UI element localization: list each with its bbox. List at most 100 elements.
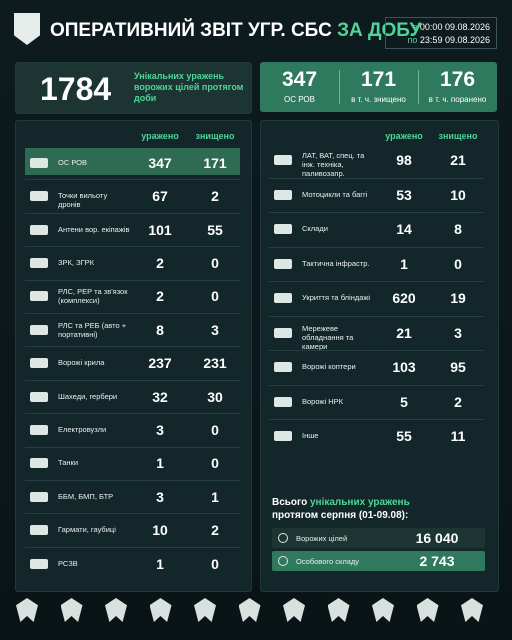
row-hit: 67 [152,188,168,205]
row-separator [25,212,240,214]
divider [339,70,340,104]
title-text: ОПЕРАТИВНИЙ ЗВІТ УГР. СБС [50,20,332,41]
period-from: 00:00 09.08.2026 [419,22,490,32]
row-separator [25,179,240,181]
row-separator [25,379,240,381]
row-destroyed: 0 [211,455,219,472]
row-label: Інше [302,431,319,441]
row-hit: 347 [148,154,172,171]
row-hit: 2 [156,254,164,271]
row-separator [269,315,484,317]
monthly-icon [278,556,288,566]
row-icon [30,324,48,335]
row-destroyed: 10 [450,186,466,203]
row-separator [269,384,484,386]
period-label: по [407,35,418,45]
title: ОПЕРАТИВНИЙ ЗВІТ УГР. СБС ЗА ДОБУ [50,20,421,42]
monthly-icon [278,533,288,543]
row-label: Ворожі НРК [302,396,343,406]
row-destroyed: 0 [211,288,219,305]
row-destroyed: 1 [211,488,219,505]
row-hit: 620 [392,290,416,307]
monthly-value: 16 040 [415,530,459,546]
row-hit: 53 [396,186,412,203]
row-icon [30,458,48,469]
row-destroyed: 55 [207,221,223,238]
row-label: Тактична інфрастр. [302,258,370,268]
row-separator [25,279,240,281]
row-hit: 2 [156,288,164,305]
row-hit: 98 [396,152,412,169]
personnel-box: 347 ОС РОВ 171 в т. ч. знищено 176 в т. ч. по… [260,62,497,112]
unit-logo [149,598,172,622]
row-icon [30,491,48,502]
row-destroyed: 2 [454,393,462,410]
row-hit: 1 [156,455,164,472]
row-icon [30,358,48,369]
row-icon [274,431,292,442]
monthly-title-accent: унікальних уражень [309,497,410,508]
unit-logo [194,598,216,622]
row-separator [269,246,484,248]
row-hit: 3 [156,421,164,438]
row-label: Електровузли [58,424,107,434]
row-icon [274,396,292,407]
row-label: ОС РОВ [58,157,88,167]
row-label: РЛС, РЕР та зв'язок (комплекси) [58,287,128,306]
personnel-label: в т. ч. поранено [428,95,487,104]
period-box: з 00:00 09.08.2026 по 23:59 09.08.2026 [385,17,497,49]
row-label: Укриття та бліндажі [302,293,371,303]
row-label: РЛС та РЕБ (авто + портативні) [58,320,127,339]
row-icon [30,191,48,202]
row-icon [274,293,292,304]
row-hit: 1 [156,555,164,572]
row-hit: 10 [152,522,168,539]
period-to: 23:59 09.08.2026 [419,35,490,45]
column-header: уражено [385,131,423,141]
column-header: знищено [195,131,235,141]
row-destroyed: 30 [207,388,223,405]
row-separator [269,350,484,351]
personnel-value: 347 [281,68,318,91]
left-panel [15,120,252,592]
column-header: знищено [438,131,478,141]
period-label: з [413,22,418,32]
row-icon [30,424,48,435]
row-label: Ворожі коптери [302,362,356,372]
monthly-row: Особового складу 2 743 [272,551,485,571]
footer-logos [0,596,512,626]
unit-logo [416,598,439,622]
row-destroyed: 3 [454,324,462,341]
monthly-title: Всього унікальних уражень протягом серпн… [272,496,452,522]
row-separator [269,281,484,282]
personnel-value: 171 [360,68,397,91]
row-hit: 21 [396,324,412,341]
row-icon [30,391,48,402]
unit-logo [372,598,394,622]
title-accent: ЗА ДОБУ [337,20,422,41]
personnel-label: ОС РОВ [284,95,315,104]
row-destroyed: 21 [450,152,466,169]
row-label: ЛАТ, ВАТ, спец. та інж. техніка, паливоз… [302,151,365,179]
row-icon [274,189,292,200]
row-label: Мотоцикли та баггі [302,189,368,199]
row-hit: 101 [148,221,172,238]
row-destroyed: 0 [211,254,219,271]
row-hit: 8 [156,321,164,338]
row-label: ЗРК, ЗГРК [58,257,95,267]
row-icon [30,525,48,536]
row-hit: 1 [400,255,408,272]
monthly-title-start: Всього [272,497,308,508]
row-separator [25,346,240,348]
row-hit: 237 [148,355,172,372]
logo [14,13,40,45]
row-separator [25,513,240,515]
unique-box: 1784 Унікальних уражень ворожих цілей пр… [15,62,252,114]
monthly-row: Ворожих цілей 16 040 [272,528,485,548]
divider [418,70,419,104]
row-icon [274,155,292,166]
unit-logo [60,598,83,622]
row-icon [30,558,48,569]
right-panel [260,120,499,592]
